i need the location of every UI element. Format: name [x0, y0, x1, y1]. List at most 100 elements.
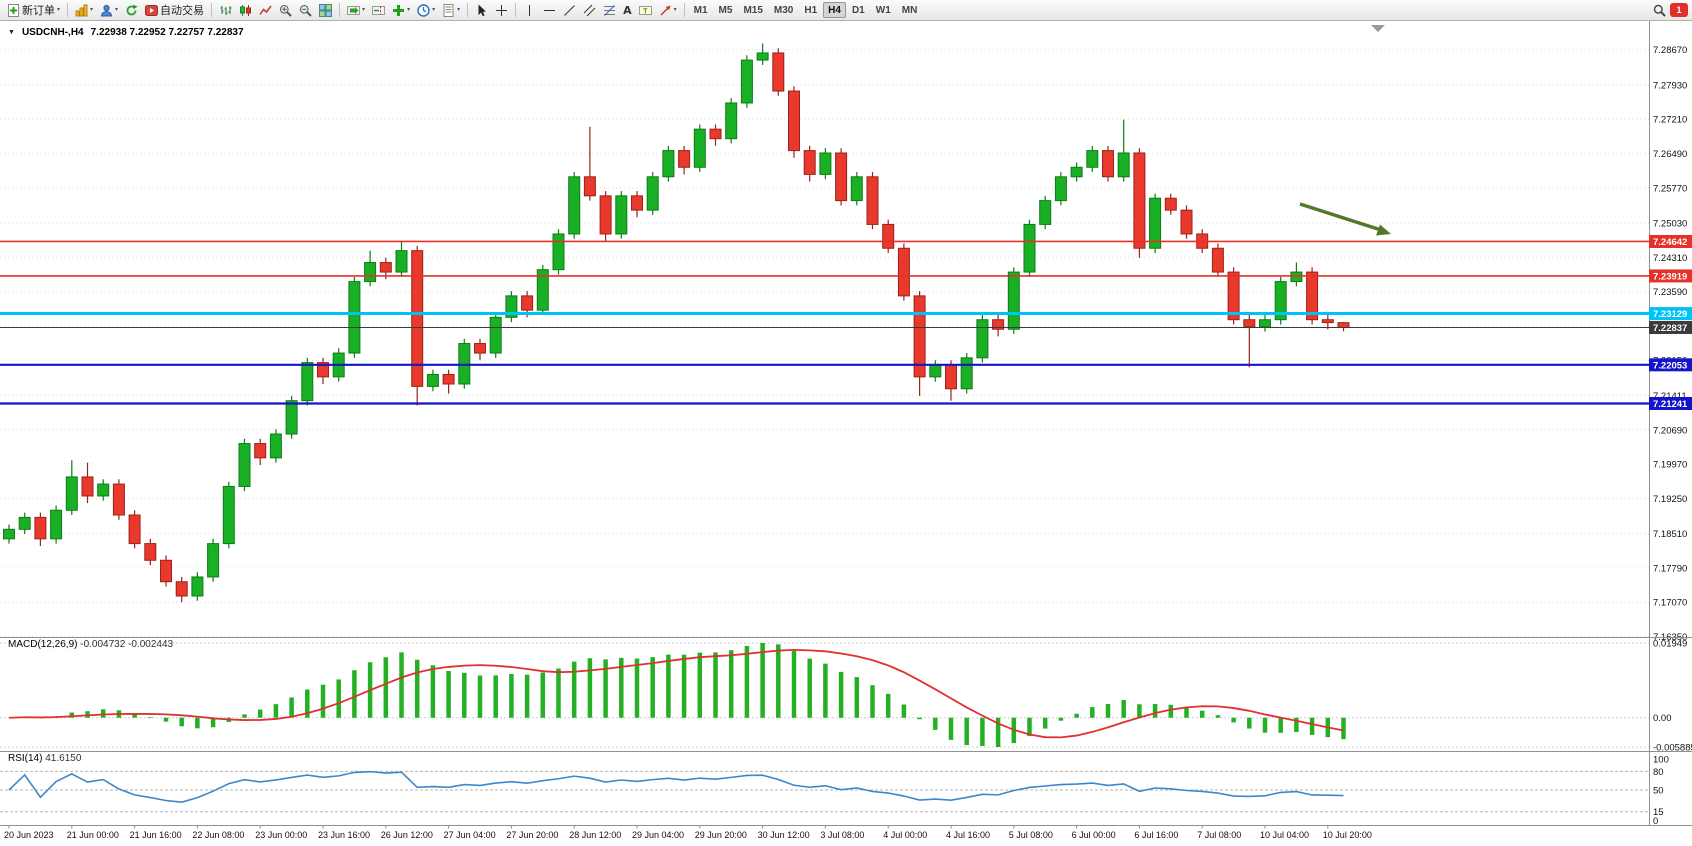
toolbar-separator: [467, 3, 469, 17]
svg-text:21 Jun 16:00: 21 Jun 16:00: [130, 830, 182, 840]
chart-ohlc-quote: 7.22938 7.22952 7.22757 7.22837: [90, 27, 244, 38]
notification-badge[interactable]: 1: [1670, 3, 1688, 17]
svg-text:7.19250: 7.19250: [1653, 494, 1687, 505]
svg-text:7.23129: 7.23129: [1653, 309, 1687, 320]
timeframe-m30-button[interactable]: M30: [769, 2, 798, 18]
chart-shift-icon: [372, 5, 386, 15]
svg-text:27 Jun 04:00: 27 Jun 04:00: [444, 830, 496, 840]
refresh-button[interactable]: [122, 1, 141, 19]
new-chart-icon: [75, 4, 88, 16]
templates-button[interactable]: ▾: [439, 1, 463, 19]
main-toolbar: 新订单 ▾ ▾ ▾ 自动交易: [0, 0, 1692, 21]
svg-text:7.21411: 7.21411: [1653, 391, 1687, 402]
svg-text:27 Jun 20:00: 27 Jun 20:00: [506, 830, 558, 840]
profiles-button[interactable]: ▾: [97, 1, 121, 19]
periods-clock-icon: [417, 3, 430, 17]
macd-main-value: -0.004732: [80, 639, 126, 650]
trendline-icon: [564, 4, 575, 16]
chart-shift-button[interactable]: [369, 1, 388, 19]
toolbar-separator: [683, 3, 685, 17]
hline-objects: [0, 240, 1649, 405]
new-order-button[interactable]: 新订单 ▾: [4, 1, 63, 19]
channel-button[interactable]: [580, 1, 599, 19]
auto-scroll-button[interactable]: ▾: [344, 1, 368, 19]
zoom-out-button[interactable]: [296, 1, 315, 19]
tile-windows-button[interactable]: [316, 1, 335, 19]
zoom-in-button[interactable]: [276, 1, 295, 19]
timeframe-m1-button[interactable]: M1: [689, 2, 713, 18]
svg-text:3 Jul 08:00: 3 Jul 08:00: [820, 830, 864, 840]
vertical-line-icon: [529, 4, 531, 16]
periods-button[interactable]: ▾: [414, 1, 438, 19]
crosshair-button[interactable]: [492, 1, 511, 19]
timeframe-h4-button[interactable]: H4: [823, 2, 846, 18]
svg-text:T: T: [643, 6, 648, 15]
search-button[interactable]: [1650, 1, 1669, 19]
shift-marker: [1371, 25, 1385, 32]
svg-text:7.18510: 7.18510: [1653, 529, 1687, 540]
timeframe-w1-button[interactable]: W1: [871, 2, 896, 18]
svg-text:7.23590: 7.23590: [1653, 287, 1687, 298]
trendline-button[interactable]: [560, 1, 579, 19]
svg-text:7.27930: 7.27930: [1653, 80, 1687, 91]
price-badges: 7.24642 7.23919 7.23129 7.22837 7.22053 7.212…: [1649, 234, 1692, 411]
svg-text:21 Jun 00:00: 21 Jun 00:00: [67, 830, 119, 840]
svg-text:7.19970: 7.19970: [1653, 460, 1687, 471]
horizontal-line-button[interactable]: [540, 1, 559, 19]
chevron-down-icon: ▾: [362, 7, 366, 13]
fibonacci-retracement-icon: [604, 4, 616, 16]
svg-text:4 Jul 00:00: 4 Jul 00:00: [883, 830, 927, 840]
svg-text:7.17790: 7.17790: [1653, 563, 1687, 574]
svg-text:7.17070: 7.17070: [1653, 598, 1687, 609]
cursor-button[interactable]: [472, 1, 491, 19]
svg-text:29 Jun 20:00: 29 Jun 20:00: [695, 830, 747, 840]
chart-canvas[interactable]: 7.28670 7.27930 7.27210 7.26490 7.25770 7.250…: [0, 21, 1692, 846]
chart-menu-icon[interactable]: ▼: [8, 29, 15, 36]
arrows-tool-icon: [660, 5, 671, 16]
timeframe-m15-button[interactable]: M15: [738, 2, 767, 18]
candles-layer: [3, 43, 1350, 603]
text-button[interactable]: A: [620, 1, 635, 19]
vertical-line-button[interactable]: [520, 1, 539, 19]
svg-text:26 Jun 12:00: 26 Jun 12:00: [381, 830, 433, 840]
macd-pane: 0.01949 0.00 -0.005885: [0, 639, 1692, 754]
indicators-button[interactable]: ▾: [389, 1, 413, 19]
crosshair-icon: [496, 4, 508, 16]
bar-chart-icon: [220, 5, 232, 15]
fibonacci-button[interactable]: [600, 1, 619, 19]
toolbar-separator: [211, 3, 213, 17]
svg-text:80: 80: [1653, 767, 1664, 778]
svg-text:10 Jul 04:00: 10 Jul 04:00: [1260, 830, 1309, 840]
timeframe-mn-button[interactable]: MN: [897, 2, 923, 18]
chart-region: 7.28670 7.27930 7.27210 7.26490 7.25770 7.250…: [0, 21, 1692, 846]
line-chart-button[interactable]: [256, 1, 275, 19]
timeframe-m5-button[interactable]: M5: [714, 2, 738, 18]
text-label-button[interactable]: T: [636, 1, 655, 19]
candlestick-chart-button[interactable]: [236, 1, 255, 19]
bar-chart-button[interactable]: [216, 1, 235, 19]
svg-text:7 Jul 08:00: 7 Jul 08:00: [1197, 830, 1241, 840]
autotrade-icon: [145, 4, 159, 16]
svg-text:0.00: 0.00: [1653, 713, 1672, 724]
svg-text:100: 100: [1653, 755, 1669, 766]
text-label-icon: T: [638, 5, 652, 15]
pane-separators: [0, 21, 1692, 826]
svg-text:7.25770: 7.25770: [1653, 183, 1687, 194]
arrows-button[interactable]: ▾: [656, 1, 680, 19]
arrow-object: [1299, 202, 1391, 236]
chevron-down-icon: ▾: [673, 7, 677, 13]
macd-signal-value: -0.002443: [128, 639, 174, 650]
new-chart-button[interactable]: ▾: [72, 1, 96, 19]
indicators-icon: [393, 4, 405, 16]
chevron-down-icon: ▾: [407, 7, 411, 13]
timeframe-d1-button[interactable]: D1: [847, 2, 870, 18]
autotrade-button[interactable]: 自动交易: [142, 1, 207, 19]
svg-text:6 Jul 16:00: 6 Jul 16:00: [1134, 830, 1178, 840]
auto-scroll-icon: [347, 5, 361, 15]
timeframe-h1-button[interactable]: H1: [799, 2, 822, 18]
toolbar-separator: [515, 3, 517, 17]
refresh-icon: [126, 4, 138, 15]
svg-text:7.21241: 7.21241: [1653, 399, 1688, 410]
